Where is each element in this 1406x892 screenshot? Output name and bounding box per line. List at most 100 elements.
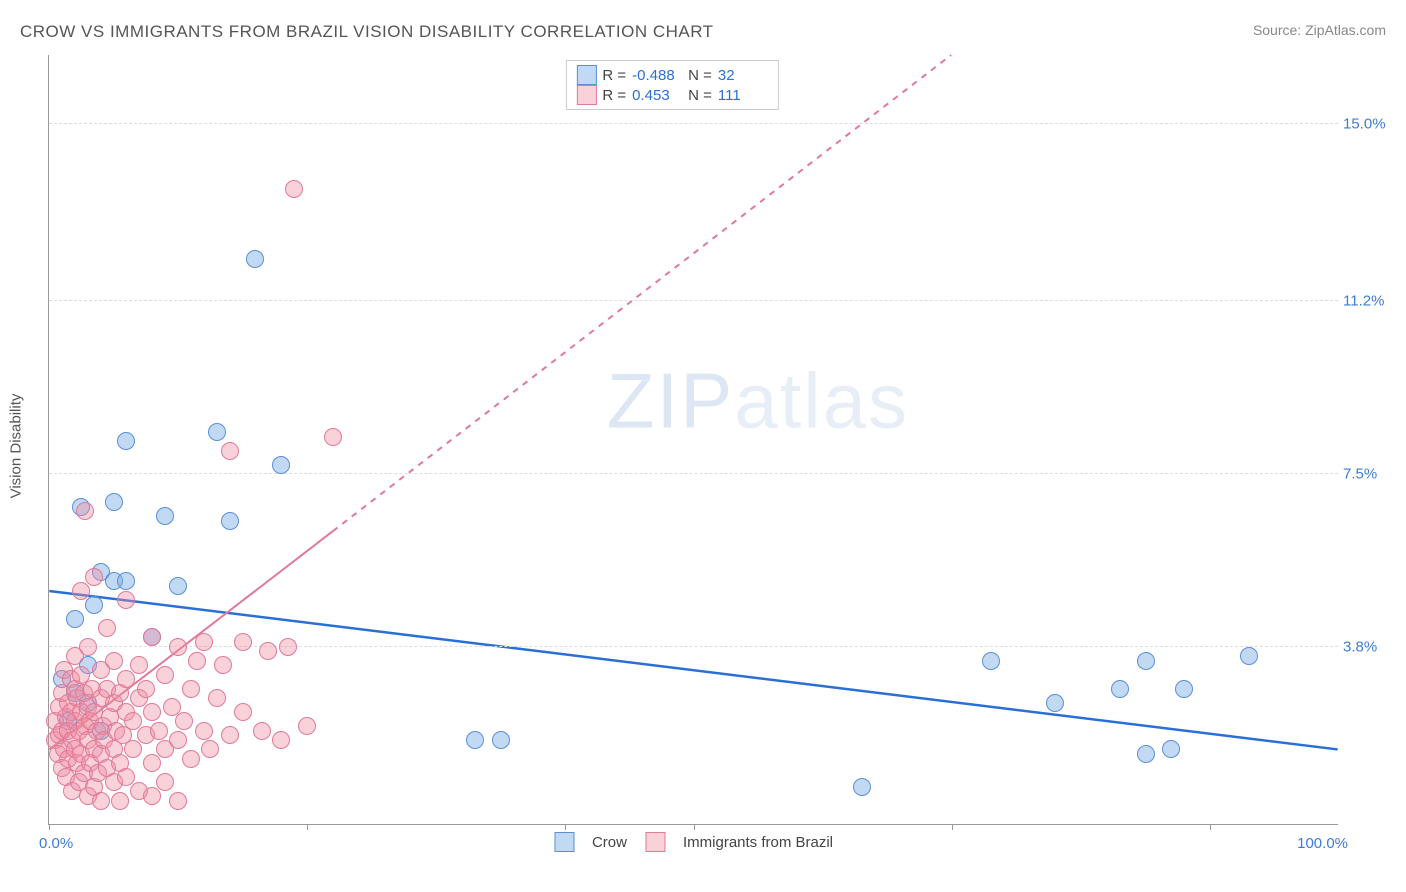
data-point — [182, 750, 200, 768]
data-point — [143, 754, 161, 772]
data-point — [175, 712, 193, 730]
data-point — [1137, 652, 1155, 670]
data-point — [92, 792, 110, 810]
stat-r-label: R = — [602, 87, 626, 104]
y-tick-label: 3.8% — [1343, 638, 1398, 655]
x-tick — [694, 824, 695, 830]
stats-legend-box: R = -0.488 N = 32 R = 0.453 N = 111 — [565, 60, 779, 110]
data-point — [279, 638, 297, 656]
data-point — [182, 680, 200, 698]
data-point — [221, 512, 239, 530]
stat-r-val-crow: -0.488 — [632, 67, 682, 84]
swatch-blue-icon — [576, 65, 596, 85]
data-point — [156, 666, 174, 684]
y-tick-label: 15.0% — [1343, 116, 1398, 133]
data-point — [853, 778, 871, 796]
data-point — [143, 703, 161, 721]
data-point — [156, 773, 174, 791]
data-point — [1137, 745, 1155, 763]
watermark-part-a: ZIP — [607, 357, 734, 445]
data-point — [1240, 647, 1258, 665]
stat-r-label: R = — [602, 67, 626, 84]
data-point — [1175, 680, 1193, 698]
data-point — [150, 722, 168, 740]
data-point — [117, 432, 135, 450]
data-point — [85, 596, 103, 614]
source-link[interactable]: Source: ZipAtlas.com — [1253, 22, 1386, 38]
data-point — [214, 656, 232, 674]
x-tick — [1210, 824, 1211, 830]
gridline — [49, 300, 1338, 301]
gridline — [49, 123, 1338, 124]
data-point — [98, 619, 116, 637]
data-point — [246, 250, 264, 268]
stat-n-val-brazil: 111 — [718, 87, 768, 104]
data-point — [169, 792, 187, 810]
data-point — [208, 423, 226, 441]
data-point — [137, 680, 155, 698]
data-point — [169, 577, 187, 595]
legend-label-crow: Crow — [592, 834, 627, 851]
data-point — [1046, 694, 1064, 712]
gridline — [49, 473, 1338, 474]
data-point — [285, 180, 303, 198]
data-point — [272, 456, 290, 474]
data-point — [143, 628, 161, 646]
data-point — [195, 722, 213, 740]
data-point — [1111, 680, 1129, 698]
data-point — [234, 703, 252, 721]
watermark-part-b: atlas — [734, 357, 909, 445]
data-point — [79, 638, 97, 656]
data-point — [124, 740, 142, 758]
watermark: ZIPatlas — [607, 356, 909, 447]
x-axis-min-label: 0.0% — [39, 835, 73, 852]
data-point — [130, 656, 148, 674]
x-tick — [307, 824, 308, 830]
swatch-pink-icon — [576, 85, 596, 105]
x-axis-max-label: 100.0% — [1297, 835, 1348, 852]
stat-n-label: N = — [688, 87, 712, 104]
data-point — [201, 740, 219, 758]
source-label: Source: — [1253, 22, 1301, 38]
data-point — [111, 792, 129, 810]
data-point — [272, 731, 290, 749]
data-point — [76, 502, 94, 520]
data-point — [72, 582, 90, 600]
data-point — [221, 726, 239, 744]
data-point — [298, 717, 316, 735]
data-point — [1162, 740, 1180, 758]
data-point — [156, 507, 174, 525]
data-point — [234, 633, 252, 651]
data-point — [466, 731, 484, 749]
stats-row-crow: R = -0.488 N = 32 — [576, 65, 768, 85]
chart-title: CROW VS IMMIGRANTS FROM BRAZIL VISION DI… — [20, 22, 714, 42]
bottom-legend: Crow Immigrants from Brazil — [554, 832, 833, 852]
data-point — [105, 493, 123, 511]
data-point — [253, 722, 271, 740]
data-point — [188, 652, 206, 670]
data-point — [105, 652, 123, 670]
plot-area: ZIPatlas R = -0.488 N = 32 R = 0.453 N =… — [48, 55, 1338, 825]
data-point — [66, 610, 84, 628]
data-point — [169, 731, 187, 749]
legend-label-brazil: Immigrants from Brazil — [683, 834, 833, 851]
data-point — [492, 731, 510, 749]
data-point — [982, 652, 1000, 670]
stat-r-val-brazil: 0.453 — [632, 87, 682, 104]
swatch-blue-icon — [554, 832, 574, 852]
swatch-pink-icon — [645, 832, 665, 852]
x-tick — [565, 824, 566, 830]
data-point — [221, 442, 239, 460]
data-point — [85, 568, 103, 586]
data-point — [169, 638, 187, 656]
data-point — [117, 572, 135, 590]
x-tick — [952, 824, 953, 830]
data-point — [117, 670, 135, 688]
data-point — [208, 689, 226, 707]
y-tick-label: 7.5% — [1343, 466, 1398, 483]
stat-n-label: N = — [688, 67, 712, 84]
data-point — [259, 642, 277, 660]
x-tick — [49, 824, 50, 830]
y-tick-label: 11.2% — [1343, 293, 1398, 310]
y-axis-label: Vision Disability — [8, 394, 25, 499]
